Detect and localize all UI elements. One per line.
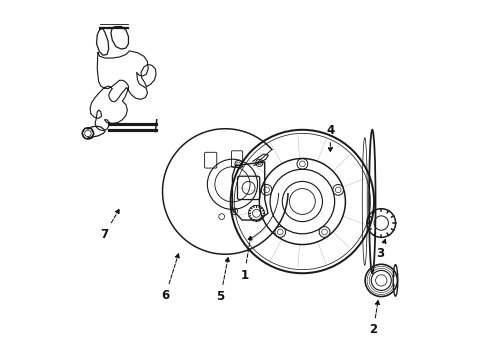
Text: 3: 3: [376, 239, 386, 260]
Text: 7: 7: [100, 209, 119, 241]
Text: 6: 6: [161, 254, 179, 302]
Text: 4: 4: [326, 124, 335, 152]
Text: 1: 1: [240, 236, 252, 282]
Text: 5: 5: [217, 257, 229, 303]
Text: 2: 2: [369, 301, 379, 336]
